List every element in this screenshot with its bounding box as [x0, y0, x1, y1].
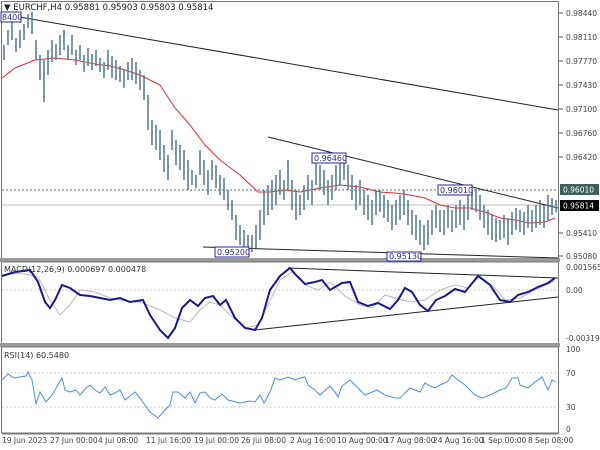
rsi-label: RSI(14) 60.5480: [4, 351, 69, 360]
svg-text:1 Sep 00:00: 1 Sep 00:00: [481, 436, 527, 445]
svg-text:0.98110: 0.98110: [566, 33, 597, 42]
marked-level-value: 0.96010: [563, 186, 594, 195]
svg-text:0.95130: 0.95130: [389, 252, 422, 261]
svg-text:0.95200: 0.95200: [217, 248, 250, 257]
macd-upper-trendline[interactable]: [287, 267, 559, 279]
svg-text:19 Jun 2023: 19 Jun 2023: [2, 436, 47, 445]
macd-label: MACD(12,26,9) 0.000697 0.000478: [4, 265, 146, 274]
svg-text:27 Jun 00:00: 27 Jun 00:00: [50, 436, 98, 445]
svg-text:24 Aug 16:00: 24 Aug 16:00: [433, 436, 484, 445]
price-axis: 0.98440 0.98110 0.97770 0.97430 0.97100 …: [559, 9, 597, 261]
svg-text:-0.003192: -0.003192: [566, 334, 600, 343]
marked-level-tag: [560, 184, 599, 195]
svg-text:17 Aug 08:00: 17 Aug 08:00: [385, 436, 436, 445]
svg-text:11 Jul 16:00: 11 Jul 16:00: [146, 436, 191, 445]
svg-text:0.97430: 0.97430: [566, 81, 597, 90]
svg-text:0.98440: 0.98440: [566, 9, 597, 18]
panel-separator[interactable]: [0, 343, 560, 347]
price-candles: [3, 12, 557, 252]
ohlc-values: 0.95881 0.95903 0.95803 0.95814: [64, 3, 214, 13]
upper-trendline[interactable]: [1, 13, 559, 111]
svg-text:100: 100: [566, 345, 581, 354]
svg-text:8400: 8400: [2, 13, 22, 22]
svg-text:0.95080: 0.95080: [566, 252, 597, 261]
svg-text:30: 30: [566, 403, 576, 412]
svg-text:0.00: 0.00: [566, 286, 583, 295]
moving-average-line: [1, 57, 556, 224]
svg-text:2 Aug 16:00: 2 Aug 16:00: [290, 436, 336, 445]
svg-text:70: 70: [566, 369, 576, 378]
current-price-value: 0.95814: [563, 202, 594, 211]
svg-text:26 Jul 08:00: 26 Jul 08:00: [241, 436, 286, 445]
svg-text:0.96420: 0.96420: [566, 153, 597, 162]
macd-axis: 0.001565 0.00 -0.003192: [566, 263, 600, 343]
svg-text:0: 0: [566, 425, 571, 434]
chart-title: ▼ EURCHF,H4 0.95881 0.95903 0.95803 0.95…: [4, 3, 213, 13]
svg-text:0.001565: 0.001565: [566, 263, 600, 272]
svg-text:0.96760: 0.96760: [566, 129, 597, 138]
rsi-panel-frame: [1, 346, 559, 434]
svg-text:0.97770: 0.97770: [566, 57, 597, 66]
svg-text:4 Jul 08:00: 4 Jul 08:00: [98, 436, 138, 445]
panel-separator[interactable]: [0, 258, 560, 262]
time-axis: 19 Jun 2023 27 Jun 00:00 4 Jul 08:00 11 …: [2, 433, 574, 445]
rsi-axis: 100 70 30 0: [566, 345, 581, 434]
svg-text:0.96460: 0.96460: [314, 154, 347, 163]
current-price-tag: [560, 200, 599, 211]
channel-lower-trendline[interactable]: [202, 246, 559, 259]
collapse-arrow-icon[interactable]: ▼: [4, 3, 11, 13]
rsi-line: [1, 370, 556, 419]
svg-text:8 Sep 08:00: 8 Sep 08:00: [528, 436, 574, 445]
symbol-label: EURCHF,H4: [13, 3, 63, 13]
svg-text:0.95410: 0.95410: [566, 229, 597, 238]
price-annotations: 8400 0.96460 0.95200 0.96010 0.95130: [0, 11, 473, 262]
svg-text:10 Aug 00:00: 10 Aug 00:00: [337, 436, 388, 445]
svg-text:19 Jul 00:00: 19 Jul 00:00: [194, 436, 239, 445]
svg-text:0.96010: 0.96010: [440, 186, 473, 195]
svg-text:0.97100: 0.97100: [566, 105, 597, 114]
macd-main-line: [1, 266, 556, 340]
channel-upper-trendline[interactable]: [267, 136, 559, 209]
